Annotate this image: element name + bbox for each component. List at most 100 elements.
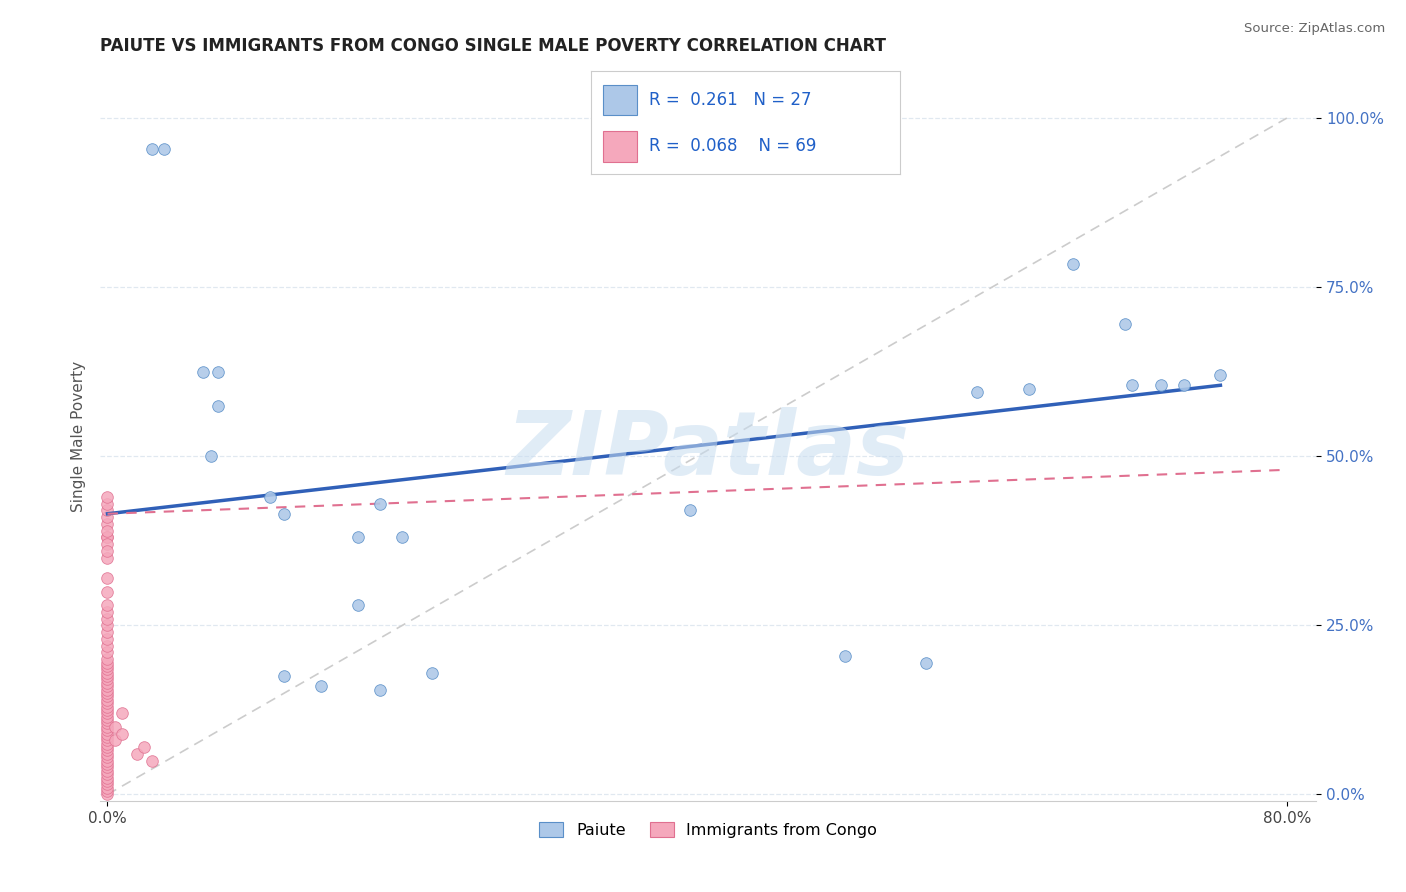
Point — [347, 531, 370, 545]
Point — [152, 142, 174, 156]
Point — [96, 632, 118, 646]
Point — [96, 780, 118, 795]
Point — [96, 777, 118, 791]
Point — [96, 531, 118, 545]
Point — [96, 524, 118, 538]
Point — [96, 571, 118, 585]
Point — [96, 662, 118, 676]
Point — [96, 692, 118, 706]
Point — [914, 656, 936, 670]
Point — [111, 726, 134, 740]
Point — [96, 516, 118, 531]
Point — [309, 679, 332, 693]
Point — [96, 773, 118, 788]
Point — [96, 750, 118, 764]
Point — [96, 699, 118, 714]
Point — [96, 730, 118, 744]
Point — [96, 605, 118, 619]
Point — [96, 743, 118, 757]
Point — [111, 706, 134, 721]
Y-axis label: Single Male Poverty: Single Male Poverty — [72, 360, 86, 511]
Point — [834, 648, 856, 663]
Point — [96, 737, 118, 751]
Point — [96, 652, 118, 666]
Point — [96, 706, 118, 721]
Point — [96, 584, 118, 599]
Point — [1209, 368, 1232, 383]
Point — [96, 510, 118, 524]
Point — [273, 507, 295, 521]
Point — [96, 716, 118, 731]
Point — [96, 679, 118, 693]
Point — [96, 503, 118, 517]
Point — [200, 450, 222, 464]
Point — [96, 550, 118, 565]
Point — [207, 365, 229, 379]
Point — [96, 612, 118, 626]
Point — [96, 682, 118, 697]
Point — [141, 142, 163, 156]
Point — [96, 618, 118, 632]
Text: R =  0.261   N = 27: R = 0.261 N = 27 — [650, 91, 811, 109]
Point — [96, 659, 118, 673]
Point — [96, 497, 118, 511]
Point — [96, 709, 118, 723]
Point — [273, 669, 295, 683]
Point — [96, 673, 118, 687]
Point — [96, 676, 118, 690]
Point — [1150, 378, 1173, 392]
Point — [96, 764, 118, 778]
Point — [96, 696, 118, 710]
Point — [1018, 382, 1040, 396]
Point — [368, 497, 391, 511]
Point — [96, 720, 118, 734]
Point — [420, 665, 443, 680]
Point — [1173, 378, 1195, 392]
Point — [966, 384, 988, 399]
Text: ZIPatlas: ZIPatlas — [506, 407, 910, 494]
Point — [96, 760, 118, 774]
Point — [96, 726, 118, 740]
Point — [96, 771, 118, 785]
Text: R =  0.068    N = 69: R = 0.068 N = 69 — [650, 137, 817, 155]
Point — [125, 747, 148, 761]
Point — [96, 754, 118, 768]
Point — [96, 690, 118, 704]
Point — [207, 399, 229, 413]
Point — [368, 682, 391, 697]
Point — [1121, 378, 1143, 392]
FancyBboxPatch shape — [603, 85, 637, 115]
Point — [96, 703, 118, 717]
Point — [1062, 256, 1084, 270]
Point — [96, 537, 118, 551]
Point — [96, 645, 118, 659]
Point — [96, 531, 118, 545]
Point — [134, 740, 156, 755]
Point — [96, 788, 118, 802]
Point — [96, 656, 118, 670]
Point — [96, 669, 118, 683]
Point — [259, 490, 281, 504]
Point — [347, 598, 370, 612]
Point — [104, 733, 127, 747]
Point — [96, 723, 118, 738]
Point — [96, 544, 118, 558]
Point — [391, 531, 413, 545]
Point — [679, 503, 702, 517]
Point — [96, 665, 118, 680]
Point — [96, 713, 118, 727]
Point — [96, 686, 118, 700]
Point — [141, 754, 163, 768]
Point — [96, 733, 118, 747]
Point — [1114, 318, 1136, 332]
Point — [193, 365, 215, 379]
Point — [96, 639, 118, 653]
Point — [104, 720, 127, 734]
Point — [96, 784, 118, 798]
Point — [96, 625, 118, 640]
Legend: Paiute, Immigrants from Congo: Paiute, Immigrants from Congo — [533, 816, 883, 845]
Point — [96, 740, 118, 755]
Point — [96, 747, 118, 761]
Point — [96, 598, 118, 612]
FancyBboxPatch shape — [603, 131, 637, 161]
